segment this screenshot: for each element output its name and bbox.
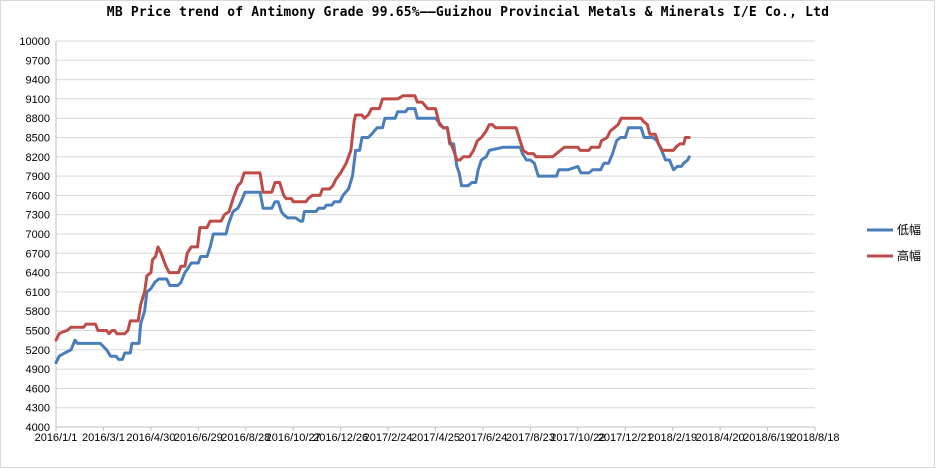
x-tick-label: 2016/4/30: [126, 432, 175, 444]
x-tick-label: 2016/1/1: [35, 432, 78, 444]
legend-label: 低幅: [897, 222, 921, 237]
y-tick-label: 7600: [26, 190, 50, 202]
y-tick-label: 8500: [26, 133, 50, 145]
x-tick-label: 2018/8/18: [791, 432, 840, 444]
x-tick-label: 2018/4/20: [696, 432, 745, 444]
y-tick-label: 7000: [26, 229, 50, 241]
x-tick-label: 2017/4/25: [411, 432, 460, 444]
y-tick-label: 5800: [26, 306, 50, 318]
x-tick-label: 2017/2/24: [364, 432, 413, 444]
y-tick-label: 9700: [26, 55, 50, 67]
x-tick-label: 2016/3/1: [82, 432, 125, 444]
y-tick-label: 7300: [26, 210, 50, 222]
x-tick-label: 2017/10/22: [550, 432, 605, 444]
x-tick-label: 2016/12/26: [313, 432, 368, 444]
x-tick-label: 2017/12/21: [598, 432, 653, 444]
x-tick-label: 2017/6/24: [458, 432, 507, 444]
x-tick-label: 2016/10/27: [266, 432, 321, 444]
x-tick-label: 2016/6/29: [174, 432, 223, 444]
x-tick-label: 2018/2/19: [648, 432, 697, 444]
series-line-0: [54, 107, 691, 365]
y-tick-label: 9400: [26, 75, 50, 87]
y-tick-label: 6100: [26, 287, 50, 299]
y-tick-label: 8800: [26, 113, 50, 125]
y-tick-label: 6700: [26, 248, 50, 260]
y-tick-label: 5200: [26, 345, 50, 357]
y-tick-labels: 4000 4300 4600 4900 5200 5500 5800 6100 6400 6700…: [19, 36, 50, 434]
x-tick-label: 2016/8/28: [221, 432, 270, 444]
y-tick-label: 4900: [26, 364, 50, 376]
series-line-1: [54, 94, 691, 342]
series-lines: [54, 94, 691, 365]
y-tick-label: 4300: [26, 403, 50, 415]
grid-lines: [56, 40, 815, 428]
x-tick-label: 2018/6/19: [743, 432, 792, 444]
y-tick-label: 9100: [26, 94, 50, 106]
axes: [55, 41, 816, 431]
legend-label: 高幅: [897, 248, 921, 263]
chart-title: MB Price trend of Antimony Grade 99.65%—…: [106, 5, 830, 20]
y-tick-label: 7900: [26, 171, 50, 183]
y-tick-label: 4600: [26, 383, 50, 395]
x-tick-label: 2017/8/23: [506, 432, 555, 444]
y-tick-label: 6400: [26, 268, 50, 280]
y-tick-label: 5500: [26, 326, 50, 338]
y-tick-label: 8200: [26, 152, 50, 164]
y-tick-label: 10000: [19, 36, 50, 48]
y-tick-label: 4000: [26, 422, 50, 434]
x-tick-labels: 2016/1/1 2016/3/1 2016/4/302016/6/292016/8…: [35, 432, 840, 444]
